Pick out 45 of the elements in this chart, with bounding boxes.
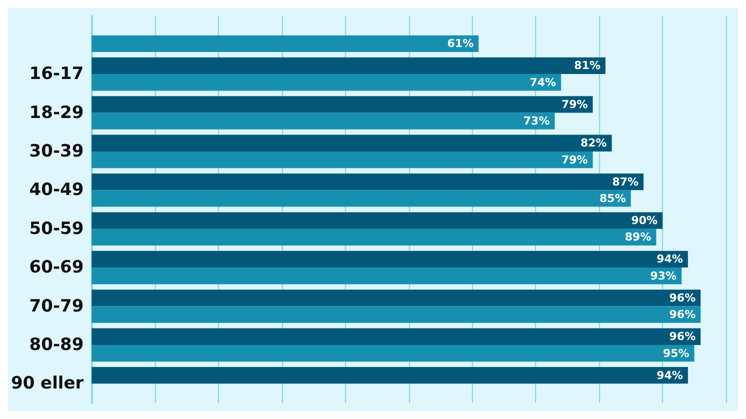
data-label: 93% — [650, 269, 677, 282]
y-tick-label: 70-79 — [29, 296, 84, 316]
bar — [92, 212, 663, 229]
bar — [92, 134, 612, 152]
data-label: 94% — [656, 368, 683, 382]
data-label: 61% — [447, 37, 474, 50]
data-label: 85% — [600, 192, 626, 205]
data-label: 96% — [669, 291, 696, 304]
data-label: 96% — [669, 308, 696, 322]
bar — [92, 306, 701, 323]
bar — [92, 96, 593, 113]
bar — [92, 151, 593, 168]
bar — [92, 367, 688, 384]
data-label: 89% — [624, 230, 652, 244]
bar — [92, 268, 682, 284]
y-tick-label: 18-29 — [29, 102, 84, 123]
data-label: 74% — [530, 76, 556, 89]
y-tick-label: 16-17 — [29, 64, 84, 84]
bar — [92, 344, 694, 362]
data-label: 96% — [669, 330, 696, 344]
bar — [92, 74, 562, 91]
bar — [92, 112, 555, 130]
data-label: 95% — [662, 346, 690, 360]
y-tick-label: 90 eller — [10, 374, 84, 394]
bar — [92, 174, 644, 190]
data-label: 90% — [631, 214, 658, 228]
data-label: 79% — [561, 98, 588, 111]
bar — [92, 250, 688, 268]
bar — [92, 57, 606, 74]
bar — [92, 328, 701, 345]
data-label: 87% — [612, 175, 639, 188]
y-tick-label: 40-49 — [29, 180, 84, 200]
bar — [92, 190, 631, 207]
bar — [92, 228, 656, 246]
data-label: 73% — [523, 114, 550, 128]
data-label: 82% — [580, 136, 607, 150]
y-tick-label: 60-69 — [29, 258, 84, 278]
y-tick-label: 80-89 — [29, 334, 84, 355]
y-tick-label: 30-39 — [29, 141, 84, 162]
y-tick-label: 50-59 — [29, 218, 84, 239]
bar — [92, 35, 479, 52]
data-label: 81% — [574, 59, 600, 72]
data-label: 94% — [656, 252, 683, 266]
data-label: 79% — [561, 153, 588, 166]
bar — [92, 290, 701, 306]
